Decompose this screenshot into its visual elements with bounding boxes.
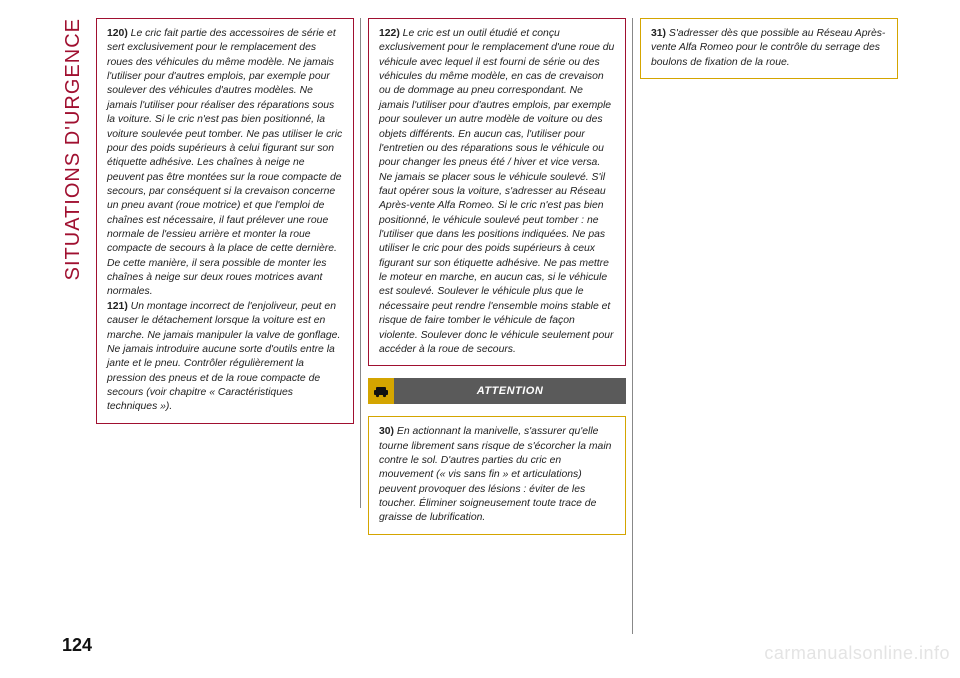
warning-text: Le cric fait partie des accessoires de s…: [107, 28, 342, 297]
caution-text: S'adresser dès que possible au Réseau Ap…: [651, 28, 885, 68]
caution-text: En actionnant la manivelle, s'assurer qu…: [379, 426, 611, 523]
watermark: carmanualsonline.info: [764, 643, 950, 664]
warning-text: Le cric est un outil étudié et conçu exc…: [379, 28, 614, 355]
column-divider: [632, 18, 633, 634]
warning-box: 122) Le cric est un outil étudié et conç…: [368, 18, 626, 366]
attention-header: ATTENTION: [368, 378, 626, 404]
warning-number: 122): [379, 28, 400, 39]
column-3: 31) S'adresser dès que possible au Résea…: [640, 18, 898, 547]
car-icon: [372, 382, 390, 400]
warning-box: 120) Le cric fait partie des accessoires…: [96, 18, 354, 424]
attention-icon-wrap: [368, 378, 394, 404]
caution-number: 31): [651, 28, 666, 39]
warning-text: Un montage incorrect de l'enjoliveur, pe…: [107, 301, 340, 413]
page-number: 124: [62, 635, 92, 656]
warning-number: 120): [107, 28, 128, 39]
column-1: 120) Le cric fait partie des accessoires…: [96, 18, 354, 547]
side-section-label: SITUATIONS D'URGENCE: [62, 18, 85, 280]
caution-box: 31) S'adresser dès que possible au Résea…: [640, 18, 898, 79]
content-columns: 120) Le cric fait partie des accessoires…: [96, 18, 898, 547]
column-divider: [360, 18, 361, 508]
caution-box: 30) En actionnant la manivelle, s'assure…: [368, 416, 626, 535]
side-section-text: SITUATIONS D'URGENCE: [62, 18, 84, 280]
attention-label: ATTENTION: [394, 385, 626, 397]
column-2: 122) Le cric est un outil étudié et conç…: [368, 18, 626, 547]
warning-number: 121): [107, 301, 128, 312]
caution-number: 30): [379, 426, 394, 437]
